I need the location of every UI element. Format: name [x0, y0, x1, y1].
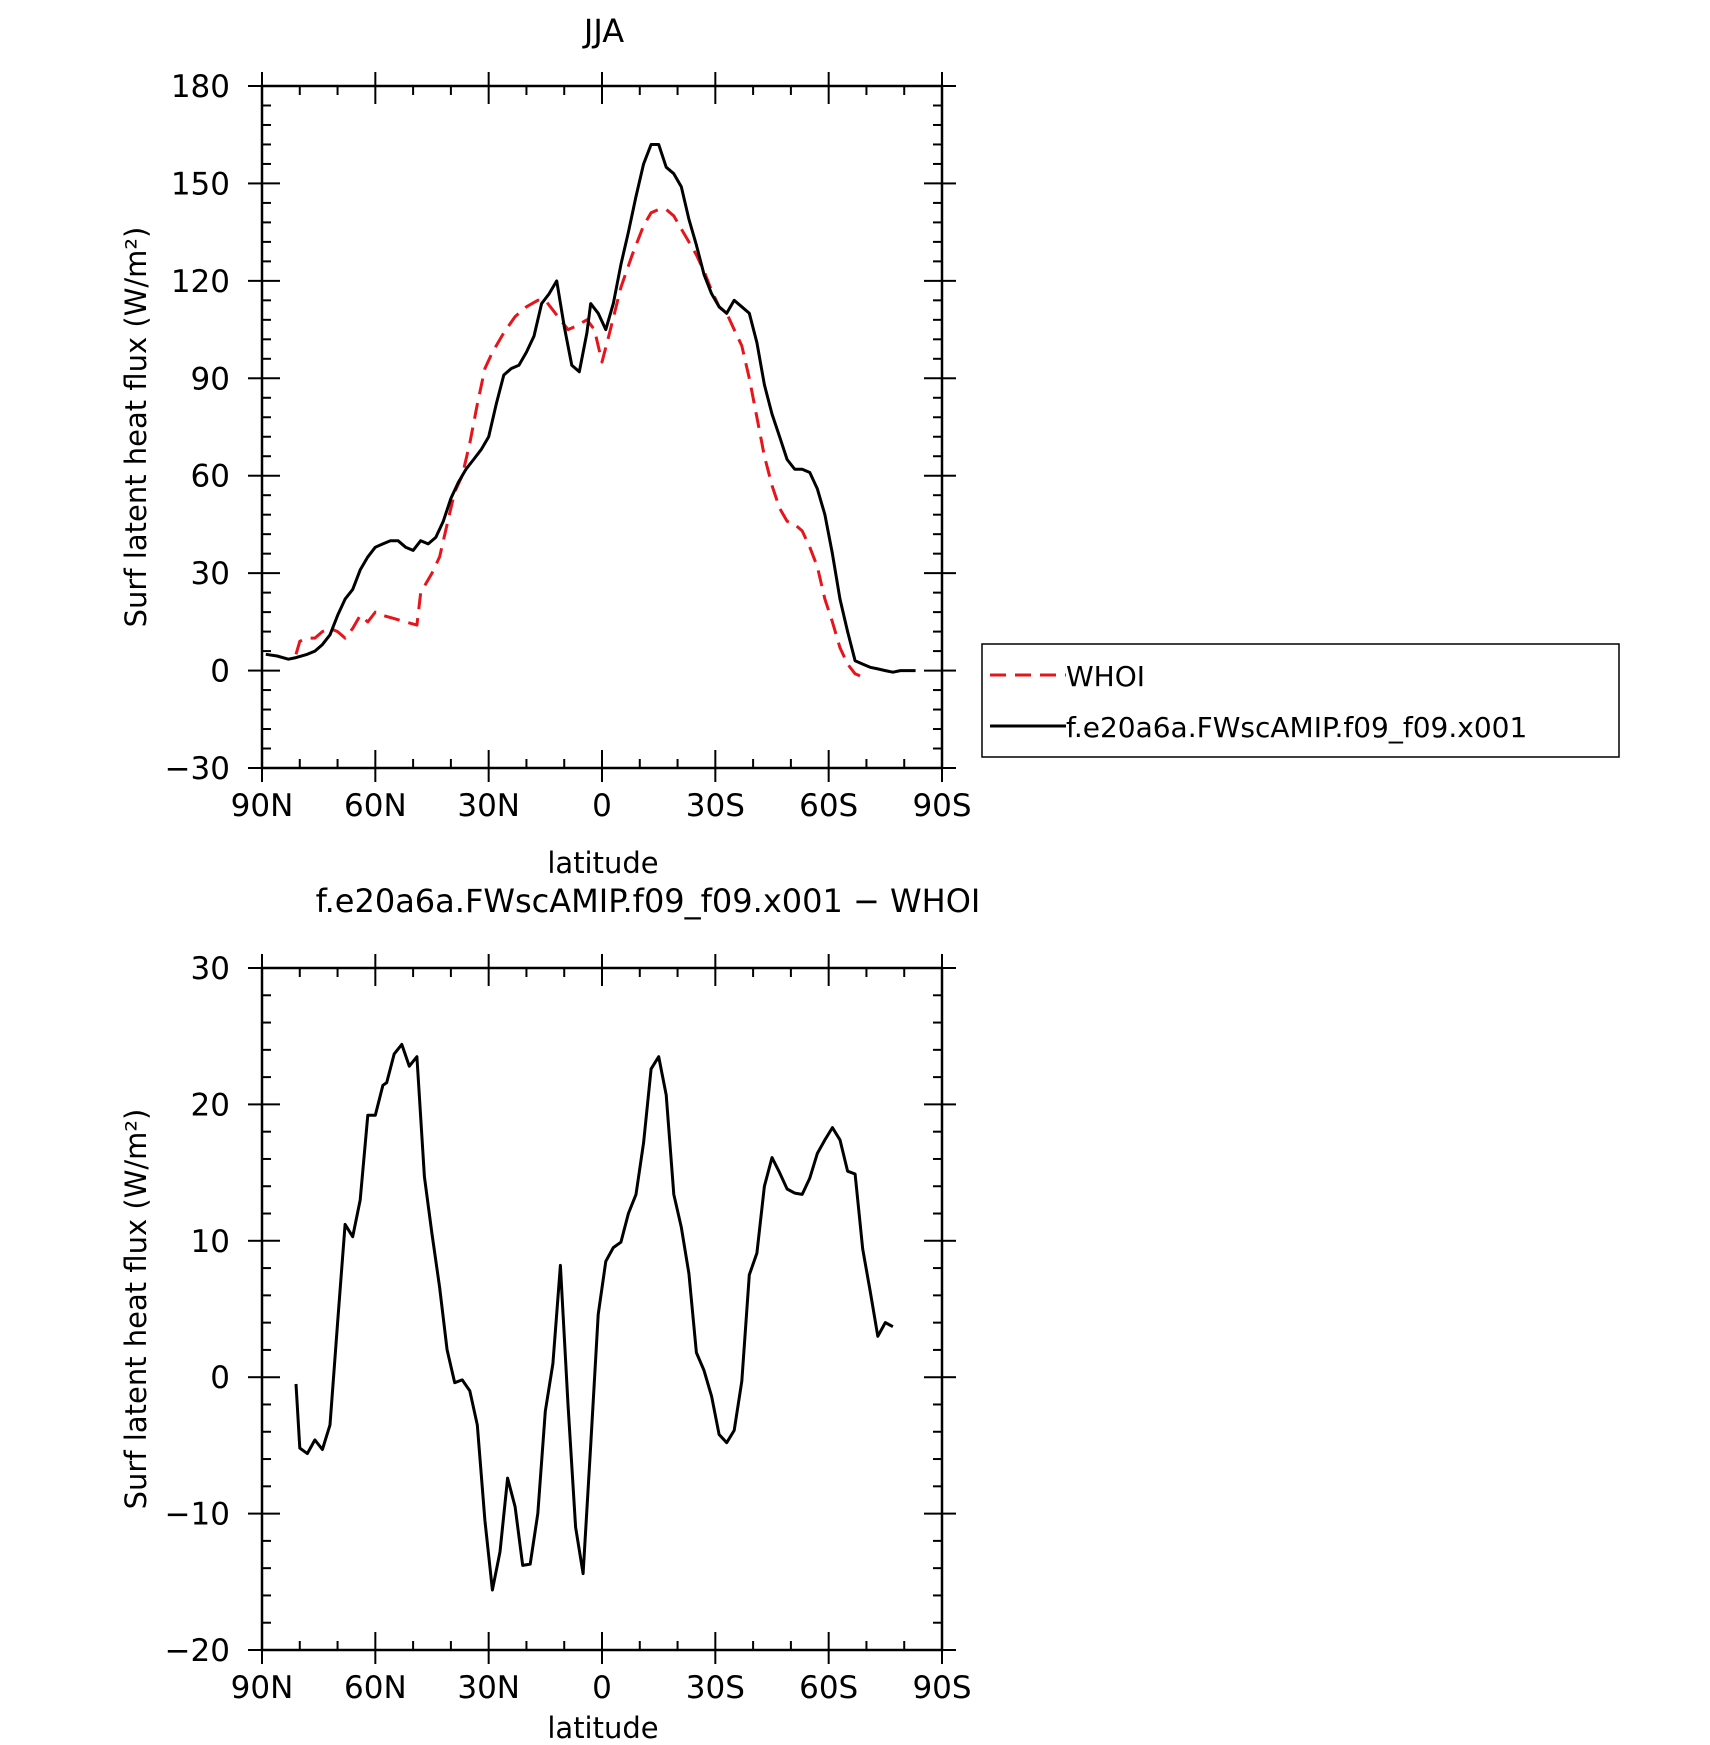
x-tick-label: 0 — [592, 1670, 612, 1706]
x-tick-label: 30N — [457, 1670, 520, 1706]
y-tick-label: −10 — [165, 1497, 230, 1533]
y-tick-label: 0 — [210, 1360, 230, 1396]
x-tick-label: 90S — [912, 788, 971, 824]
x-tick-label: 0 — [592, 788, 612, 824]
x-tick-label: 90S — [912, 1670, 971, 1706]
x-tick-label: 60S — [799, 788, 858, 824]
y-tick-label: −20 — [165, 1633, 230, 1669]
x-axis-title: latitude — [547, 1711, 658, 1745]
top-panel-jja: JJA latitude Surf latent heat flux (W/m²… — [119, 12, 972, 880]
x-tick-label: 60S — [799, 1670, 858, 1706]
y-tick-label: −30 — [165, 751, 230, 787]
y-tick-label: 20 — [191, 1087, 230, 1123]
chart-title: f.e20a6a.FWscAMIP.f09_f09.x001 − WHOI — [316, 882, 981, 920]
series-lines — [265, 143, 916, 679]
y-tick-label: 0 — [210, 654, 230, 690]
x-tick-label: 30S — [686, 788, 745, 824]
tick-labels: 90N 60N 30N 0 30S 60S 90S 30 20 10 0 −10 −20 — [165, 951, 972, 1706]
tick-labels: 90N 60N 30N 0 30S 60S 90S 180 150 120 90 60 30 0 −30 — [165, 69, 972, 824]
x-tick-label: 30S — [686, 1670, 745, 1706]
y-tick-label: 60 — [191, 459, 230, 495]
x-tick-label: 30N — [457, 788, 520, 824]
x-axis-title: latitude — [547, 846, 658, 880]
series-lines — [294, 1042, 894, 1592]
chart-title: JJA — [582, 12, 624, 50]
x-tick-label: 90N — [231, 1670, 294, 1706]
x-tick-label: 60N — [344, 1670, 407, 1706]
series-line-f-e20a6a-fwscamip-f09-f09-x001 — [265, 143, 916, 674]
y-tick-label: 90 — [191, 361, 230, 397]
y-tick-label: 30 — [191, 556, 230, 592]
y-tick-label: 10 — [191, 1224, 230, 1260]
x-tick-label: 60N — [344, 788, 407, 824]
y-tick-label: 180 — [171, 69, 230, 105]
bottom-panel-difference: f.e20a6a.FWscAMIP.f09_f09.x001 − WHOI la… — [119, 882, 980, 1745]
x-tick-label: 90N — [231, 788, 294, 824]
legend-box — [981, 643, 1620, 758]
y-tick-label: 30 — [191, 951, 230, 987]
plot-frame — [260, 966, 944, 1652]
legend-label-whoi: WHOI — [1066, 660, 1145, 693]
series-line-whoi — [294, 207, 864, 679]
y-axis-title: Surf latent heat flux (W/m²) — [119, 1109, 153, 1510]
series-line-difference — [294, 1042, 894, 1592]
y-axis-title: Surf latent heat flux (W/m²) — [119, 227, 153, 628]
y-tick-label: 150 — [171, 166, 230, 202]
y-tick-label: 120 — [171, 264, 230, 300]
legend-label-model: f.e20a6a.FWscAMIP.f09_f09.x001 — [1066, 711, 1527, 744]
legend: WHOI f.e20a6a.FWscAMIP.f09_f09.x001 — [981, 643, 1620, 758]
axis-ticks — [248, 72, 956, 782]
plot-frame — [260, 84, 944, 770]
axis-ticks — [248, 954, 956, 1664]
